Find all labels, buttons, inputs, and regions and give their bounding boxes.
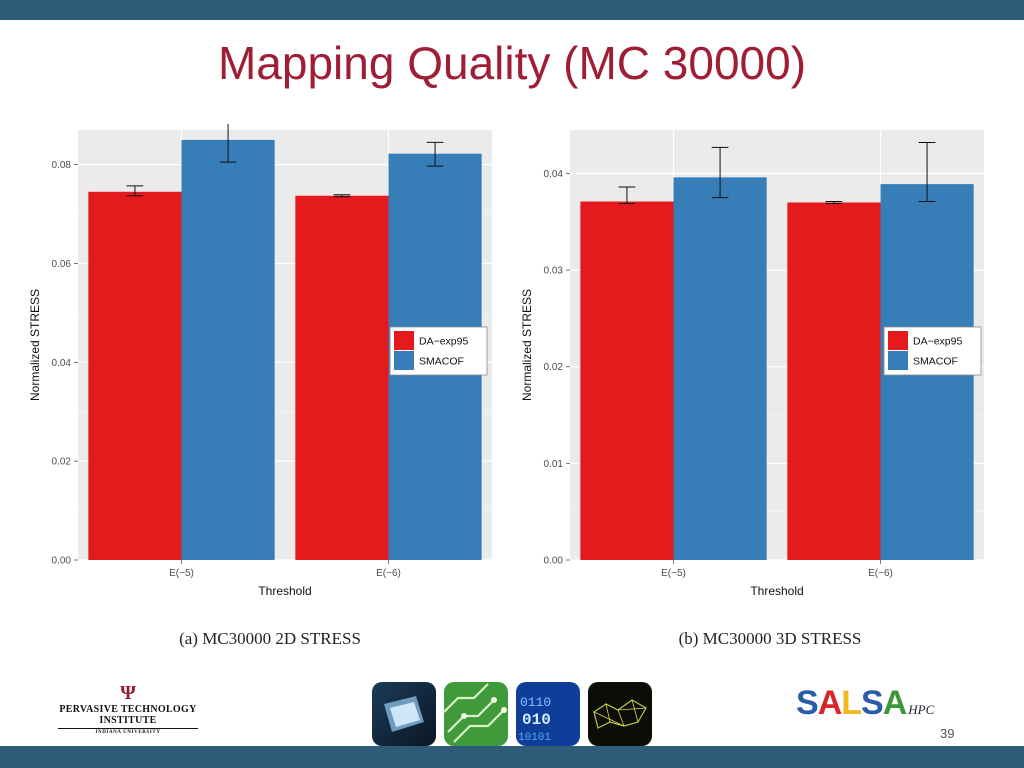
salsa-letter-5: A: [882, 684, 908, 722]
logo-line-3: INDIANA UNIVERSITY: [58, 728, 198, 735]
salsa-letter-3: L: [841, 684, 862, 722]
thumbnail-strip: 0110 010 10101: [372, 682, 652, 746]
legend-label-smacof: SMACOF: [419, 356, 464, 368]
legend-label-da-exp95: DA−exp95: [419, 336, 468, 348]
y-tick-label: 0.06: [52, 259, 72, 270]
x-tick-label: E(−5): [169, 568, 194, 579]
logo-line-2: INSTITUTE: [99, 715, 157, 726]
svg-text:0110: 0110: [520, 695, 551, 710]
pervasive-technology-institute-logo: Ψ PERVASIVE TECHNOLOGY INSTITUTE INDIANA…: [58, 682, 198, 735]
svg-text:010: 010: [522, 711, 551, 729]
y-tick-label: 0.02: [544, 362, 564, 373]
bar-da-exp95: [88, 191, 182, 560]
y-tick-label: 0.04: [544, 169, 564, 180]
salsa-hpc-suffix: HPC: [908, 702, 935, 717]
legend-swatch-smacof: [394, 351, 414, 370]
bar-da-exp95: [295, 195, 389, 560]
x-tick-label: E(−6): [868, 568, 893, 579]
salsa-letter-4: S: [861, 684, 884, 722]
y-tick-label: 0.01: [544, 459, 564, 470]
x-axis-title: Threshold: [750, 584, 803, 598]
caption-3d: (b) MC30000 3D STRESS: [678, 629, 862, 648]
y-axis-title: Normalized STRESS: [28, 289, 42, 401]
y-tick-label: 0.08: [52, 160, 72, 171]
legend-swatch-da-exp95: [394, 331, 414, 350]
y-axis-title: Normalized STRESS: [520, 289, 534, 401]
circuit-board-icon: [444, 682, 508, 746]
x-tick-label: E(−6): [376, 568, 401, 579]
legend-swatch-da-exp95: [888, 331, 908, 350]
logo-line-1: PERVASIVE TECHNOLOGY: [59, 704, 197, 715]
chart-2d-stress: 0.00 0.02 0.04 0.06 0.08 E(−5) E(−6) Threshold N…: [28, 124, 492, 598]
bar-smacof: [673, 177, 767, 560]
network-map-icon: [588, 682, 652, 746]
legend-label-da-exp95: DA−exp95: [913, 336, 962, 348]
indiana-trident-icon: Ψ: [120, 682, 136, 704]
y-tick-label: 0.04: [52, 358, 72, 369]
x-tick-label: E(−5): [661, 568, 686, 579]
legend-label-smacof: SMACOF: [913, 356, 958, 368]
salsa-hpc-logo: SALSA HPC: [796, 684, 934, 723]
top-band: [0, 0, 1024, 20]
bar-da-exp95: [580, 201, 674, 560]
y-tick-label: 0.00: [544, 556, 564, 567]
y-tick-label: 0.00: [52, 556, 72, 567]
y-tick-label: 0.02: [52, 457, 72, 468]
bar-da-exp95: [787, 202, 881, 560]
y-tick-label: 0.03: [544, 266, 564, 277]
slide-title: Mapping Quality (MC 30000): [217, 37, 807, 89]
page-number: 39: [940, 726, 955, 741]
svg-text:10101: 10101: [518, 732, 551, 744]
salsa-letter-2: A: [817, 684, 843, 722]
x-axis-title: Threshold: [258, 584, 311, 598]
legend-swatch-smacof: [888, 351, 908, 370]
chart-3d-stress: 0.00 0.01 0.02 0.03 0.04 E(−5) E(−6) Threshold N…: [520, 130, 984, 598]
bottom-band: [0, 746, 1024, 768]
salsa-letter-1: S: [796, 684, 819, 722]
caption-2d: (a) MC30000 2D STRESS: [179, 629, 361, 648]
binary-code-icon: 0110 010 10101: [516, 682, 580, 746]
bar-smacof: [181, 139, 275, 560]
chip-icon: [372, 682, 436, 746]
